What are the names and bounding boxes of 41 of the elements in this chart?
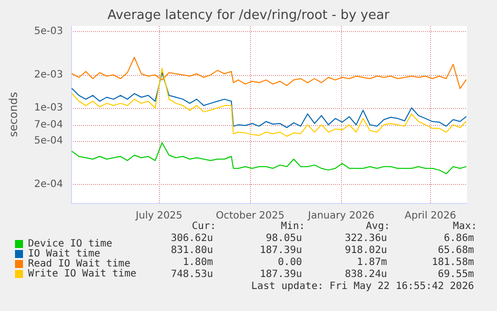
- x-tick-label: July 2025: [134, 210, 182, 222]
- text: 1.87m: [356, 257, 387, 268]
- text: Cur:: [192, 221, 216, 232]
- line-series: [71, 72, 467, 128]
- text: 6.86m: [444, 233, 474, 244]
- y-tick-label: 7e-04: [34, 119, 63, 130]
- text: 838.24u: [344, 269, 387, 280]
- text: 181.58m: [432, 257, 474, 268]
- text: 918.02u: [344, 245, 387, 256]
- y-tick-label: 2e-04: [34, 178, 63, 190]
- text: 65.68m: [438, 245, 474, 256]
- y-tick-label: 1e-03: [34, 102, 63, 114]
- text: Last update: Fri May 22 16:55:42 2026: [251, 281, 474, 292]
- text: 322.36u: [344, 233, 387, 244]
- text: 306.62u: [170, 233, 213, 244]
- text: 0.00: [278, 257, 302, 268]
- chart-title: Average latency for /dev/ring/root - by year: [107, 8, 390, 23]
- legend-label: Device IO time: [28, 238, 112, 250]
- text: 831.80u: [170, 245, 213, 256]
- line-series: [71, 68, 467, 137]
- text: 98.05u: [266, 233, 302, 244]
- x-tick-label: October 2025: [216, 210, 285, 222]
- y-axis-title: seconds: [7, 92, 20, 137]
- line-series: [71, 142, 467, 174]
- legend-label: Read IO Wait time: [28, 258, 130, 270]
- text: Avg:: [366, 221, 390, 232]
- line-series: [71, 56, 467, 90]
- text: Min:: [280, 221, 305, 232]
- text: 187.39u: [260, 269, 302, 280]
- legend-label: Write IO Wait time: [28, 268, 136, 280]
- text: 187.39u: [260, 245, 302, 256]
- text: 1.80m: [182, 257, 213, 268]
- legend-label: IO Wait time: [28, 248, 100, 260]
- text: 748.53u: [170, 269, 213, 280]
- y-tick-label: 5e-03: [34, 26, 63, 37]
- x-tick-label: January 2026: [306, 210, 375, 222]
- text: 69.55m: [438, 269, 474, 280]
- y-tick-label: 5e-04: [34, 135, 63, 146]
- x-tick-label: April 2026: [404, 210, 456, 222]
- text: Max:: [452, 221, 477, 232]
- y-tick-label: 2e-03: [34, 69, 63, 80]
